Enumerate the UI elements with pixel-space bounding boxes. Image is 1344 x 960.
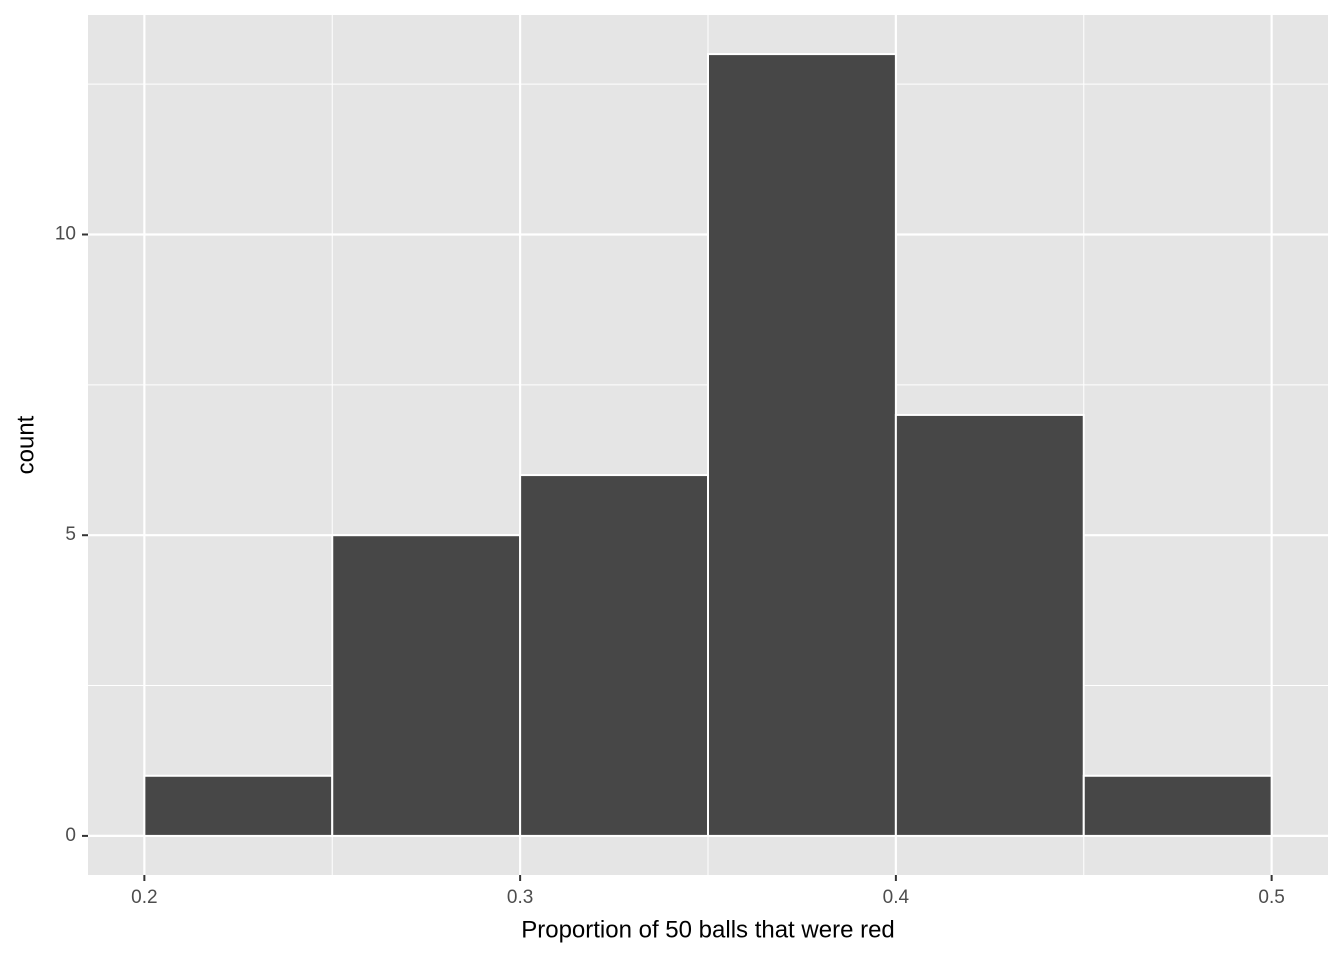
x-tick-label: 0.3: [507, 887, 533, 908]
x-tick-label: 0.4: [883, 887, 910, 908]
x-tick-label: 0.5: [1258, 887, 1284, 908]
bar: [1082, 774, 1273, 837]
bar: [331, 534, 522, 837]
bar: [707, 53, 897, 837]
y-tick-label: 5: [65, 524, 76, 545]
bar: [894, 413, 1085, 837]
y-tick-label: 0: [65, 825, 76, 846]
x-tick-label: 0.2: [131, 887, 157, 908]
y-tick-label: 10: [55, 224, 76, 245]
bar: [519, 474, 709, 837]
y-axis-title: count: [12, 415, 39, 474]
x-axis-title: Proportion of 50 balls that were red: [521, 916, 895, 943]
bar: [143, 774, 334, 837]
